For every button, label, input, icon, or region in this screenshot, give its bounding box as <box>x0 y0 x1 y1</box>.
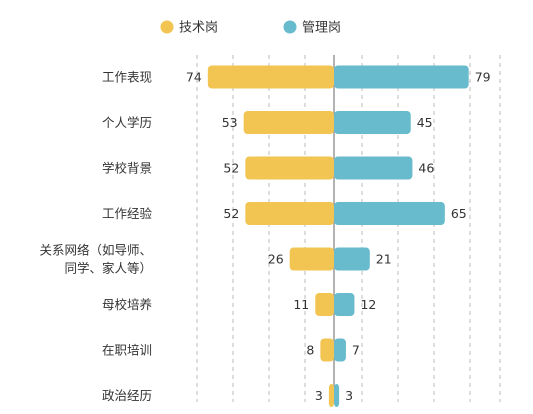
legend-marker-0 <box>160 20 174 34</box>
category-label-4-line-0: 关系网络（如导师、 <box>39 243 152 258</box>
category-label-7: 政治经历 <box>102 388 152 403</box>
bar-left-1 <box>243 111 334 134</box>
category-label-2: 学校背景 <box>102 161 152 176</box>
value-label-right-5: 12 <box>360 297 376 312</box>
bar-right-0 <box>334 65 469 89</box>
bar-left-4 <box>289 247 334 271</box>
value-label-left-6: 8 <box>306 343 314 358</box>
category-label-3: 工作经验 <box>102 206 153 221</box>
bar-left-3 <box>245 202 334 225</box>
value-label-left-0: 74 <box>186 70 202 85</box>
value-label-right-7: 3 <box>345 388 353 403</box>
value-label-left-3: 52 <box>223 206 239 221</box>
bars <box>207 65 469 407</box>
legend-label-1: 管理岗 <box>302 21 341 36</box>
value-label-right-6: 7 <box>352 343 360 358</box>
value-label-left-7: 3 <box>315 388 323 403</box>
bar-right-5 <box>334 293 355 316</box>
bar-right-1 <box>334 111 411 134</box>
bar-left-6 <box>320 338 334 362</box>
category-label-6: 在职培训 <box>102 343 152 358</box>
bar-right-3 <box>334 202 445 225</box>
bar-right-4 <box>334 247 370 271</box>
value-label-left-5: 11 <box>293 297 309 312</box>
value-label-right-2: 46 <box>418 161 434 176</box>
legend: 技术岗 管理岗 <box>160 20 341 36</box>
bar-right-6 <box>334 338 346 362</box>
legend-label-0: 技术岗 <box>179 21 218 36</box>
category-label-4-line-1: 同学、家人等） <box>64 261 152 276</box>
grid-lines <box>196 55 501 402</box>
value-label-right-4: 21 <box>376 252 392 267</box>
bar-left-7 <box>328 384 334 407</box>
category-label-5: 母校培养 <box>102 297 152 312</box>
value-label-right-3: 65 <box>451 206 467 221</box>
category-label-1: 个人学历 <box>102 115 152 130</box>
bar-left-2 <box>245 156 334 180</box>
bar-right-2 <box>334 156 413 180</box>
category-label-0: 工作表现 <box>102 70 152 85</box>
bar-left-0 <box>207 65 334 89</box>
value-labels: 74 79 53 45 52 46 52 65 26 21 11 12 8 7 3 3 <box>186 70 491 404</box>
value-label-left-1: 53 <box>222 115 238 130</box>
bar-left-5 <box>315 293 334 316</box>
value-label-left-4: 26 <box>268 252 284 267</box>
bar-right-7 <box>334 384 340 407</box>
value-label-right-0: 79 <box>475 70 491 85</box>
value-label-left-2: 52 <box>223 161 239 176</box>
legend-marker-1 <box>283 20 297 34</box>
value-label-right-1: 45 <box>417 115 433 130</box>
